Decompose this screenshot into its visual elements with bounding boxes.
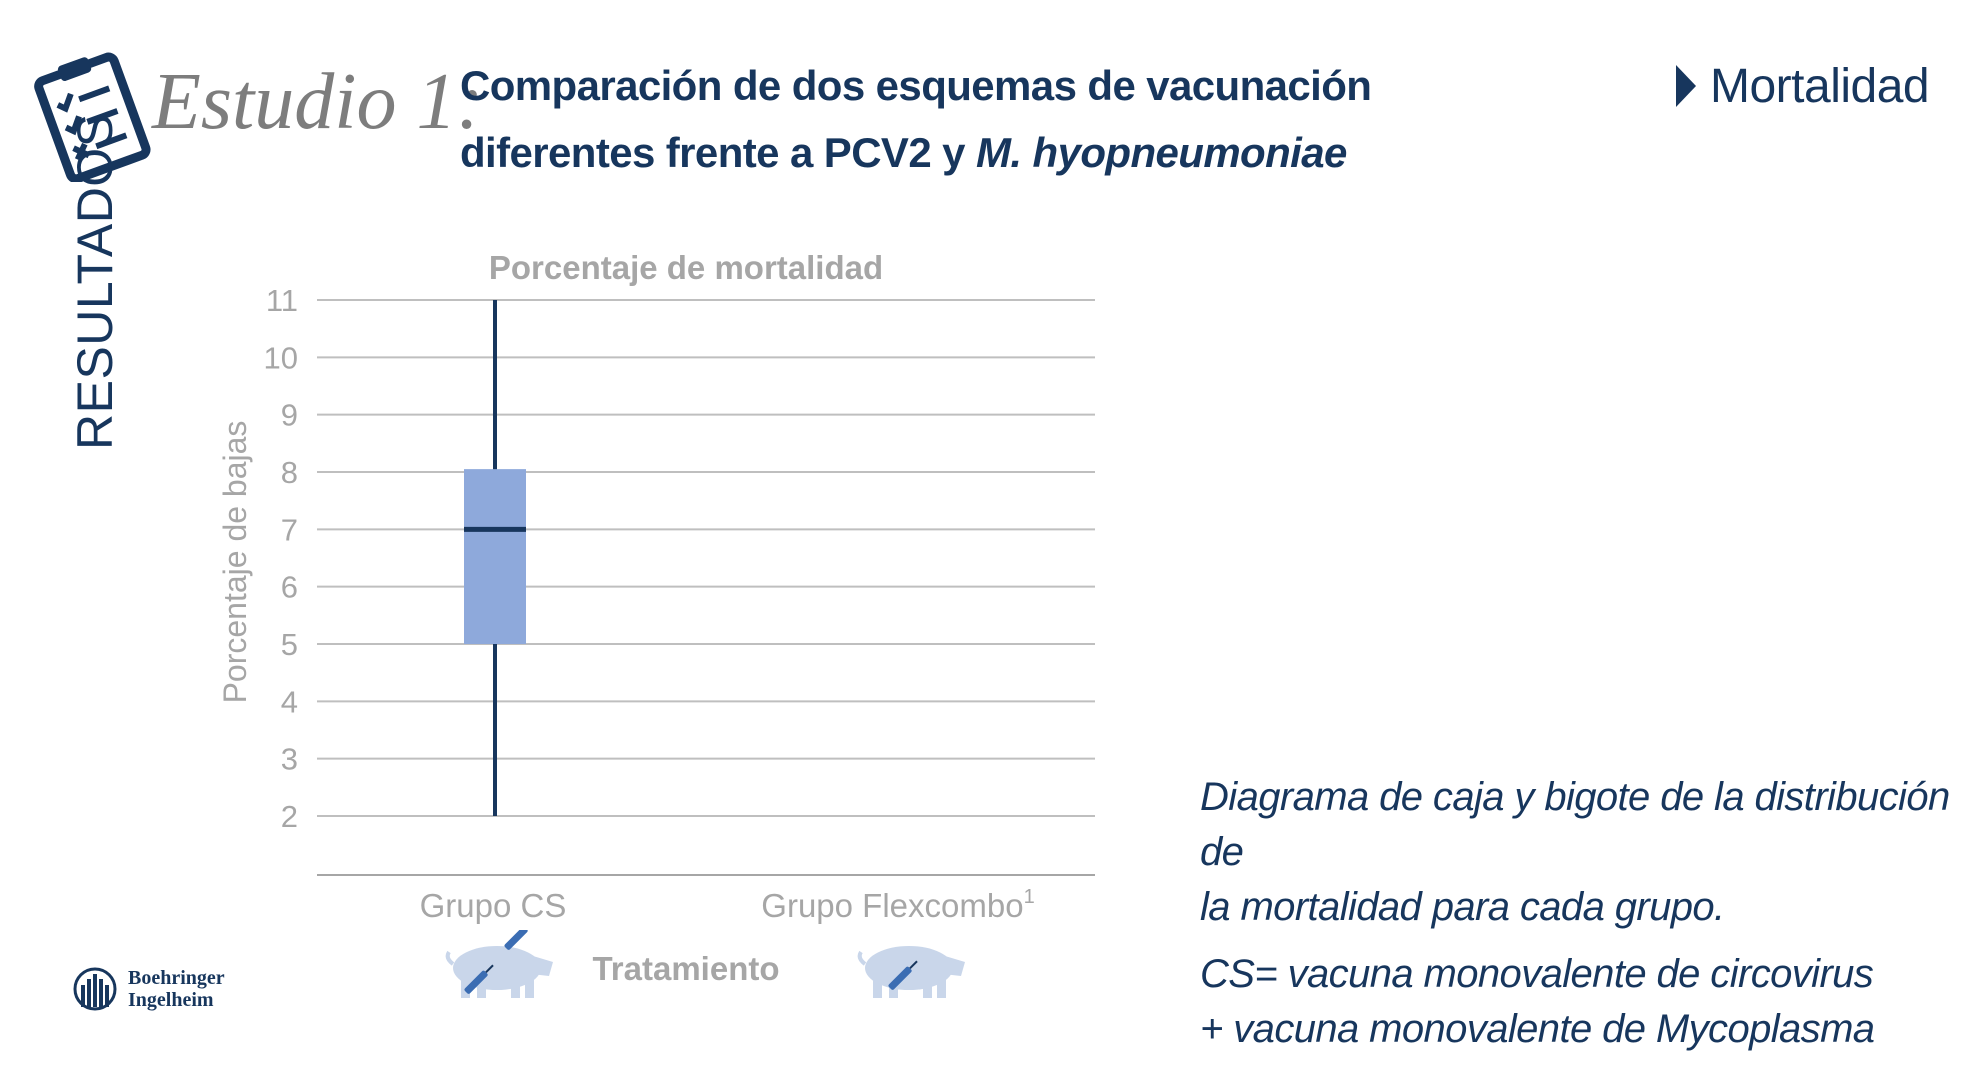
title-line-1: Comparación de dos esquemas de vacunació… [460, 62, 1372, 109]
y-tick-10: 10 [264, 340, 298, 375]
y-tick-7: 7 [281, 512, 298, 547]
chart-caption: Diagrama de caja y bigote de la distribu… [1200, 770, 1960, 1057]
pig-vaccine-icon [445, 930, 553, 998]
y-tick-3: 3 [281, 742, 298, 777]
x-tick-grupo-cs: Grupo CS [420, 887, 567, 924]
logo-line-2: Ingelheim [128, 989, 214, 1011]
y-tick-5: 5 [281, 627, 298, 662]
x-tick-grupo-flexcombo: Grupo Flexcombo1 [761, 886, 1034, 924]
title-line-2-text: diferentes frente a PCV2 y [460, 129, 976, 176]
y-tick-8: 8 [281, 455, 298, 490]
play-triangle-icon [1676, 65, 1696, 107]
section-label: Mortalidad [1710, 59, 1930, 113]
boehringer-logo-icon [73, 967, 117, 1011]
page-title: Comparación de dos esquemas de vacunació… [460, 52, 1372, 186]
y-tick-4: 4 [281, 684, 298, 719]
chart-grid [317, 299, 1095, 817]
pig-vaccine-icon [857, 946, 965, 998]
caption-line-1: Diagrama de caja y bigote de la distribu… [1200, 775, 1950, 874]
y-tick-9: 9 [281, 398, 298, 433]
study-label: Estudio 1: [152, 58, 484, 146]
clipboard-checklist-icon [34, 52, 151, 182]
chart-title: Porcentaje de mortalidad [489, 249, 883, 286]
caption-note-line-1: CS= vacuna monovalente de circovirus [1200, 952, 1874, 996]
logo-line-1: Boehringer [128, 967, 225, 989]
box-body-grupo-cs [464, 469, 526, 644]
box-grupo-cs [464, 300, 526, 816]
title-species: M. hyopneumoniae [976, 129, 1347, 176]
x-tick-flexcombo-sup: 1 [1024, 886, 1035, 908]
title-line-2: diferentes frente a PCV2 y M. hyopneumon… [460, 119, 1360, 186]
y-axis-label: Porcentaje de bajas [217, 421, 253, 704]
caption-line-2: la mortalidad para cada grupo. [1200, 885, 1725, 929]
caption-note-line-2: + vacuna monovalente de Mycoplasma [1200, 1007, 1875, 1051]
y-tick-2: 2 [281, 799, 298, 834]
x-axis-label: Tratamiento [592, 950, 779, 987]
section-tag: Mortalidad [1676, 56, 1930, 116]
y-tick-6: 6 [281, 570, 298, 605]
company-logo: Boehringer Ingelheim [72, 965, 225, 1013]
y-tick-labels: 2 3 4 5 6 7 8 9 10 11 [264, 283, 298, 834]
y-tick-11: 11 [266, 283, 298, 318]
